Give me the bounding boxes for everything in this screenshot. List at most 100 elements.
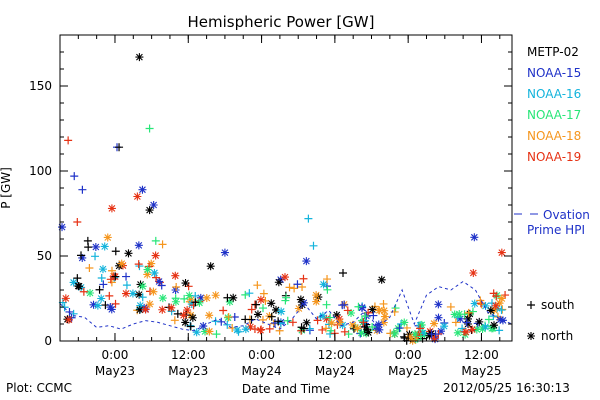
data-point bbox=[171, 294, 180, 303]
data-point bbox=[484, 315, 493, 324]
data-point bbox=[97, 274, 106, 283]
data-point bbox=[77, 251, 86, 260]
data-point bbox=[455, 309, 464, 318]
data-point bbox=[107, 266, 116, 275]
data-point bbox=[134, 260, 143, 269]
data-point bbox=[299, 324, 308, 333]
data-point bbox=[181, 279, 190, 288]
data-point bbox=[335, 318, 344, 327]
data-point bbox=[212, 330, 221, 339]
data-point bbox=[304, 214, 313, 223]
data-point bbox=[464, 308, 473, 317]
data-point bbox=[74, 281, 83, 290]
data-point bbox=[462, 318, 471, 327]
data-point bbox=[375, 325, 384, 334]
data-point bbox=[338, 301, 347, 310]
data-point bbox=[180, 294, 189, 303]
data-point bbox=[223, 320, 232, 329]
legend-satellite: NOAA-15 bbox=[527, 66, 581, 80]
data-point bbox=[143, 265, 152, 274]
y-tick-label: 0 bbox=[44, 334, 52, 348]
data-point bbox=[369, 311, 378, 320]
data-point bbox=[492, 291, 501, 300]
data-point bbox=[271, 305, 280, 314]
data-point bbox=[138, 282, 147, 291]
x-tick-label-date: May24 bbox=[315, 364, 355, 378]
data-point bbox=[299, 298, 308, 307]
legend-marker-north bbox=[527, 332, 535, 340]
data-point bbox=[418, 329, 427, 338]
data-point bbox=[89, 300, 98, 309]
data-point bbox=[353, 324, 362, 333]
data-point bbox=[319, 280, 328, 289]
data-point bbox=[167, 303, 176, 312]
data-point bbox=[259, 304, 268, 313]
data-point bbox=[185, 291, 194, 300]
data-point bbox=[105, 291, 114, 300]
data-point bbox=[183, 306, 192, 315]
data-point bbox=[405, 332, 414, 341]
data-point bbox=[91, 242, 100, 251]
x-tick-label-date: May25 bbox=[388, 364, 428, 378]
data-point bbox=[253, 310, 262, 319]
data-point bbox=[288, 318, 297, 327]
data-point bbox=[493, 304, 502, 313]
data-point bbox=[234, 327, 243, 336]
data-point bbox=[61, 294, 70, 303]
data-point bbox=[417, 320, 426, 329]
data-point bbox=[461, 328, 470, 337]
data-point bbox=[326, 313, 335, 322]
x-tick-label-time: 12:00 bbox=[464, 348, 499, 362]
data-point bbox=[122, 272, 131, 281]
legend-satellite: NOAA-19 bbox=[527, 150, 581, 164]
data-point bbox=[450, 310, 459, 319]
data-point bbox=[107, 204, 116, 213]
data-point bbox=[368, 322, 377, 331]
x-tick-label-time: 0:00 bbox=[248, 348, 275, 362]
y-tick-label: 100 bbox=[29, 164, 52, 178]
data-point bbox=[451, 318, 460, 327]
data-point bbox=[64, 136, 73, 145]
data-point bbox=[470, 233, 479, 242]
data-point bbox=[340, 327, 349, 336]
legend-marker-label: south bbox=[541, 298, 575, 312]
data-point bbox=[456, 314, 465, 323]
data-point bbox=[468, 325, 477, 334]
data-point bbox=[247, 305, 256, 314]
data-point bbox=[134, 241, 143, 250]
data-point bbox=[138, 293, 147, 302]
data-point bbox=[464, 319, 473, 328]
data-point bbox=[446, 302, 455, 311]
data-point bbox=[247, 315, 256, 324]
data-point bbox=[274, 278, 283, 287]
data-point bbox=[224, 312, 233, 321]
data-point bbox=[357, 328, 366, 337]
data-point bbox=[323, 285, 332, 294]
data-point bbox=[453, 328, 462, 337]
data-point bbox=[73, 218, 82, 226]
data-point bbox=[312, 291, 321, 300]
data-point bbox=[280, 273, 289, 282]
data-point bbox=[354, 302, 363, 311]
chart-title: Hemispheric Power [GW] bbox=[188, 13, 375, 31]
data-point bbox=[364, 328, 373, 337]
y-tick-label: 150 bbox=[29, 79, 52, 93]
data-point bbox=[363, 325, 372, 334]
data-point bbox=[155, 277, 164, 286]
data-point bbox=[223, 293, 232, 302]
data-point bbox=[219, 306, 228, 315]
legend: METP-02 NOAA-15 NOAA-16 NOAA-17 NOAA-18 NOAA-… bbox=[514, 45, 590, 343]
data-point bbox=[202, 293, 211, 302]
data-point bbox=[497, 248, 506, 257]
legend-marker-label: north bbox=[541, 329, 573, 343]
data-point bbox=[206, 262, 215, 271]
data-point bbox=[187, 295, 196, 304]
data-point bbox=[93, 301, 102, 310]
data-point bbox=[128, 289, 137, 298]
data-point bbox=[256, 326, 265, 335]
x-tick-label-time: 12:00 bbox=[318, 348, 353, 362]
data-point bbox=[437, 327, 446, 336]
data-point bbox=[147, 259, 156, 268]
data-point bbox=[276, 275, 285, 284]
